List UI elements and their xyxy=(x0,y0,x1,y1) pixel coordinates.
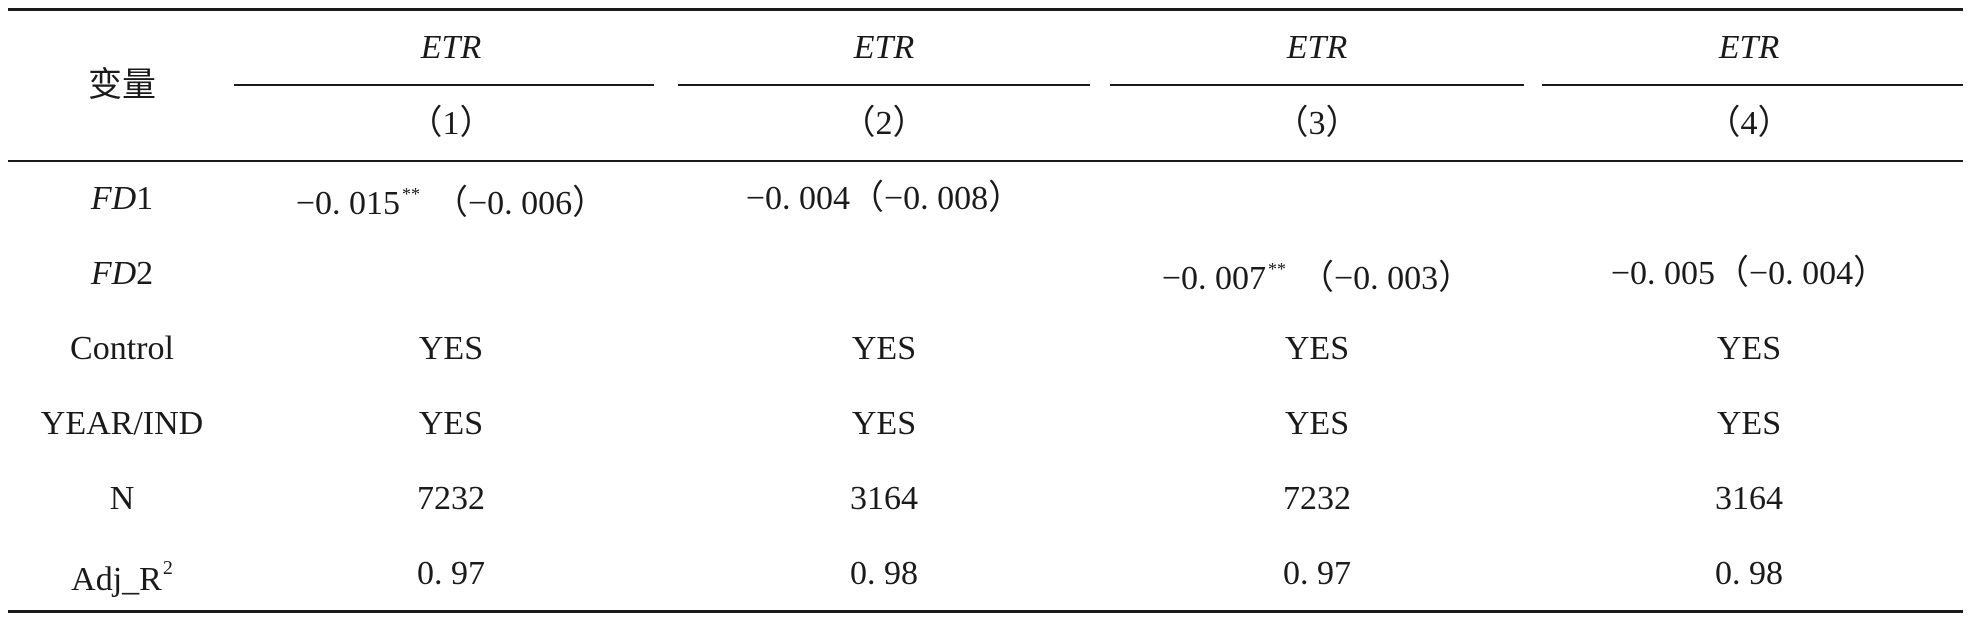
fd1-coef-col1: −0. 015 ** （−0. 006） xyxy=(295,184,607,222)
year-ind-col3: YES xyxy=(1284,405,1350,442)
fd1-coef-col2: −0. 004（−0. 008） xyxy=(745,180,1023,217)
n-col4: 3164 xyxy=(1715,480,1783,517)
header-underline-3 xyxy=(1110,84,1524,86)
n-col1: 7232 xyxy=(417,480,485,517)
n-col2: 3164 xyxy=(850,480,918,517)
control-col4: YES xyxy=(1716,330,1782,367)
adj-r2-col2: 0. 98 xyxy=(850,555,918,592)
control-col3: YES xyxy=(1284,330,1350,367)
row-label-fd2: FD2 xyxy=(90,255,154,292)
table-header-rule xyxy=(8,160,1963,162)
year-ind-col4: YES xyxy=(1716,405,1782,442)
dependent-header-3: ETR xyxy=(1286,29,1348,66)
row-label-fd1: FD1 xyxy=(90,180,154,217)
row-label-control: Control xyxy=(70,330,174,367)
model-number-2: （2） xyxy=(841,105,927,142)
dependent-header-1: ETR xyxy=(420,29,482,66)
model-number-3: （3） xyxy=(1274,105,1360,142)
row-label-n: N xyxy=(109,480,135,517)
variable-header: 变量 xyxy=(88,65,156,105)
header-underline-4 xyxy=(1542,84,1963,86)
year-ind-col1: YES xyxy=(418,405,484,442)
adj-r2-col3: 0. 97 xyxy=(1283,555,1351,592)
fd2-coef-col3: −0. 007 ** （−0. 003） xyxy=(1161,259,1473,297)
control-col1: YES xyxy=(418,330,484,367)
fd2-coef-col4: −0. 005（−0. 004） xyxy=(1610,255,1888,292)
header-underline-1 xyxy=(234,84,654,86)
table-top-rule xyxy=(8,8,1963,11)
table-bottom-rule xyxy=(8,610,1963,613)
adj-r2-col4: 0. 98 xyxy=(1715,555,1783,592)
header-underline-2 xyxy=(678,84,1090,86)
dependent-header-4: ETR xyxy=(1718,29,1780,66)
n-col3: 7232 xyxy=(1283,480,1351,517)
dependent-header-2: ETR xyxy=(853,29,915,66)
control-col2: YES xyxy=(851,330,917,367)
adj-r2-col1: 0. 97 xyxy=(417,555,485,592)
row-label-year-ind: YEAR/IND xyxy=(40,405,204,442)
row-label-adj-r2: Adj_R2 xyxy=(71,557,173,598)
model-number-1: （1） xyxy=(408,105,494,142)
model-number-4: （4） xyxy=(1706,105,1792,142)
year-ind-col2: YES xyxy=(851,405,917,442)
